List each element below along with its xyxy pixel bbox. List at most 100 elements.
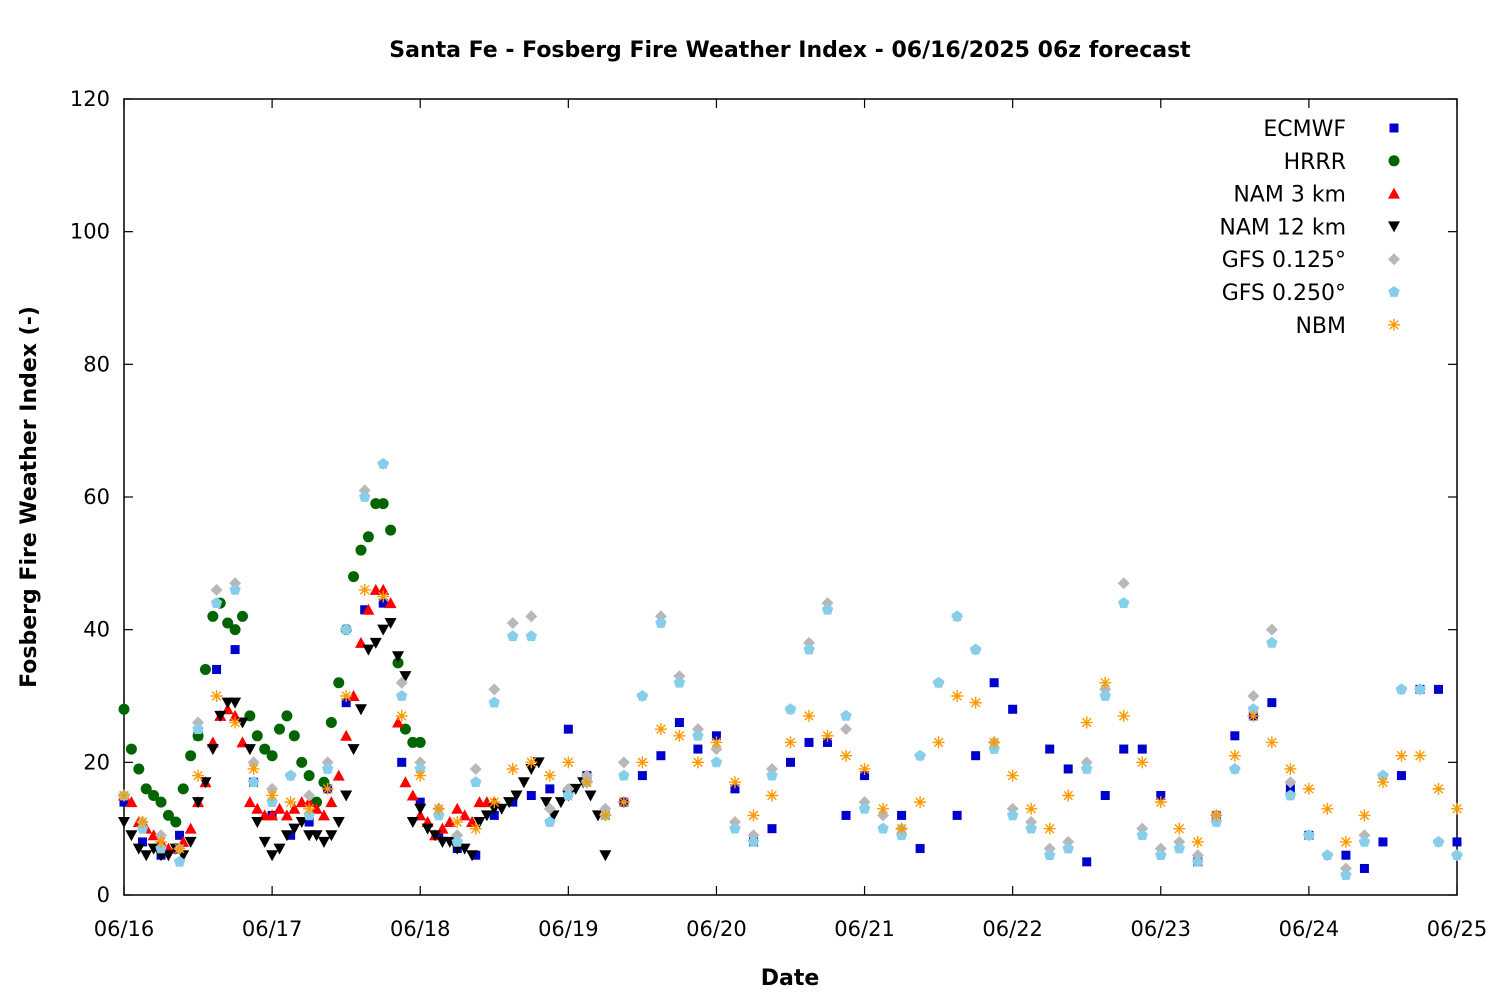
data-point	[125, 830, 138, 842]
data-point	[173, 855, 186, 867]
legend-marker	[1388, 221, 1400, 233]
data-point	[840, 709, 852, 721]
data-point	[1396, 771, 1406, 781]
data-point	[378, 598, 388, 608]
series-nbm	[118, 583, 1463, 855]
data-point	[184, 822, 197, 834]
data-point	[173, 842, 186, 855]
data-point	[354, 704, 367, 716]
data-point	[360, 605, 370, 615]
data-point	[1433, 684, 1443, 694]
data-point	[229, 624, 241, 636]
data-point	[286, 830, 296, 840]
data-point	[133, 763, 145, 775]
data-point	[840, 749, 853, 762]
data-point	[1395, 749, 1408, 762]
x-tick-label: 06/25	[1427, 917, 1488, 941]
data-point	[162, 809, 174, 821]
data-point	[1063, 764, 1073, 774]
data-point	[693, 744, 703, 754]
data-point	[284, 796, 297, 809]
data-point	[580, 776, 593, 789]
data-point	[1099, 676, 1112, 689]
data-point	[503, 797, 516, 809]
data-point	[325, 796, 338, 808]
data-point	[1043, 849, 1056, 861]
data-point	[358, 491, 371, 502]
data-point	[355, 544, 367, 556]
data-point	[458, 843, 471, 855]
data-point	[192, 797, 205, 809]
data-point	[1395, 683, 1408, 695]
data-point	[480, 810, 493, 822]
data-point	[1045, 744, 1055, 754]
legend-marker	[1388, 318, 1400, 331]
data-point	[804, 737, 814, 747]
data-point	[784, 736, 797, 749]
data-point	[1339, 835, 1352, 848]
data-point	[432, 802, 445, 815]
data-point	[199, 663, 211, 675]
data-point	[471, 850, 481, 860]
x-tick-label: 06/20	[686, 917, 747, 941]
data-point	[951, 610, 963, 622]
data-point	[318, 776, 330, 788]
data-point	[1247, 703, 1260, 715]
data-point	[258, 836, 271, 848]
data-point	[317, 836, 330, 848]
legend-marker	[1388, 155, 1400, 167]
data-point	[125, 796, 138, 808]
data-point	[1229, 762, 1241, 774]
data-point	[510, 790, 523, 802]
data-point	[877, 802, 890, 815]
data-point	[969, 696, 982, 709]
data-point	[1340, 869, 1352, 880]
data-point	[247, 776, 260, 788]
data-point	[362, 603, 375, 615]
data-point	[304, 817, 314, 827]
data-point	[525, 763, 538, 775]
data-point	[138, 837, 148, 847]
data-point	[540, 797, 553, 809]
data-point	[251, 730, 263, 742]
data-point	[392, 651, 405, 663]
x-tick-label: 06/24	[1279, 917, 1340, 941]
data-point	[488, 683, 501, 696]
data-point	[347, 690, 360, 701]
data-point	[1099, 690, 1111, 701]
data-point	[656, 751, 666, 761]
legend-marker	[1388, 253, 1400, 266]
data-point	[310, 830, 323, 842]
data-point	[118, 789, 130, 802]
data-point	[451, 835, 463, 847]
data-point	[858, 802, 871, 814]
data-point	[340, 790, 353, 802]
data-point	[1155, 849, 1167, 861]
data-point	[125, 743, 137, 755]
data-point	[569, 783, 582, 795]
data-point	[384, 597, 397, 609]
x-tick-label: 06/17	[242, 917, 303, 941]
y-tick-label: 100	[70, 220, 110, 244]
data-point	[266, 750, 278, 762]
data-point	[199, 777, 212, 789]
data-point	[395, 676, 408, 689]
data-point	[222, 617, 234, 629]
data-point	[1156, 791, 1166, 800]
data-point	[1267, 698, 1277, 708]
data-point	[617, 796, 630, 809]
data-point	[229, 583, 241, 595]
data-point	[280, 809, 293, 821]
data-point	[303, 770, 315, 782]
x-tick-label: 06/23	[1131, 917, 1192, 941]
data-point	[118, 817, 130, 829]
data-point	[406, 789, 419, 801]
data-point	[303, 789, 316, 802]
data-point	[526, 791, 536, 800]
data-point	[466, 850, 479, 862]
data-point	[118, 703, 130, 715]
data-point	[1451, 849, 1463, 861]
data-point	[1100, 791, 1110, 800]
data-point	[317, 809, 330, 821]
data-point	[251, 802, 264, 814]
